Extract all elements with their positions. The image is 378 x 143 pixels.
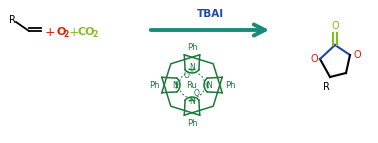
Text: O: O [353, 50, 361, 60]
Text: O: O [310, 54, 318, 64]
Text: O: O [184, 72, 190, 81]
Text: +: + [69, 25, 79, 38]
Text: R: R [9, 15, 15, 25]
Text: N: N [189, 98, 195, 107]
Text: +: + [45, 25, 55, 38]
Text: TBAI: TBAI [197, 9, 223, 19]
Text: N: N [172, 81, 178, 90]
Text: O: O [56, 27, 66, 37]
Text: O: O [331, 21, 339, 31]
Text: N: N [189, 63, 195, 73]
Text: Ru: Ru [187, 81, 197, 90]
Text: N: N [206, 81, 212, 90]
Text: 2: 2 [92, 30, 98, 39]
Text: Ph: Ph [149, 81, 159, 90]
Text: Ph: Ph [187, 42, 197, 51]
Text: Ph: Ph [187, 119, 197, 128]
Text: 2: 2 [64, 30, 69, 39]
Text: R: R [322, 82, 330, 92]
Text: CO: CO [77, 27, 95, 37]
Text: O: O [194, 90, 200, 99]
Text: Ph: Ph [225, 81, 235, 90]
